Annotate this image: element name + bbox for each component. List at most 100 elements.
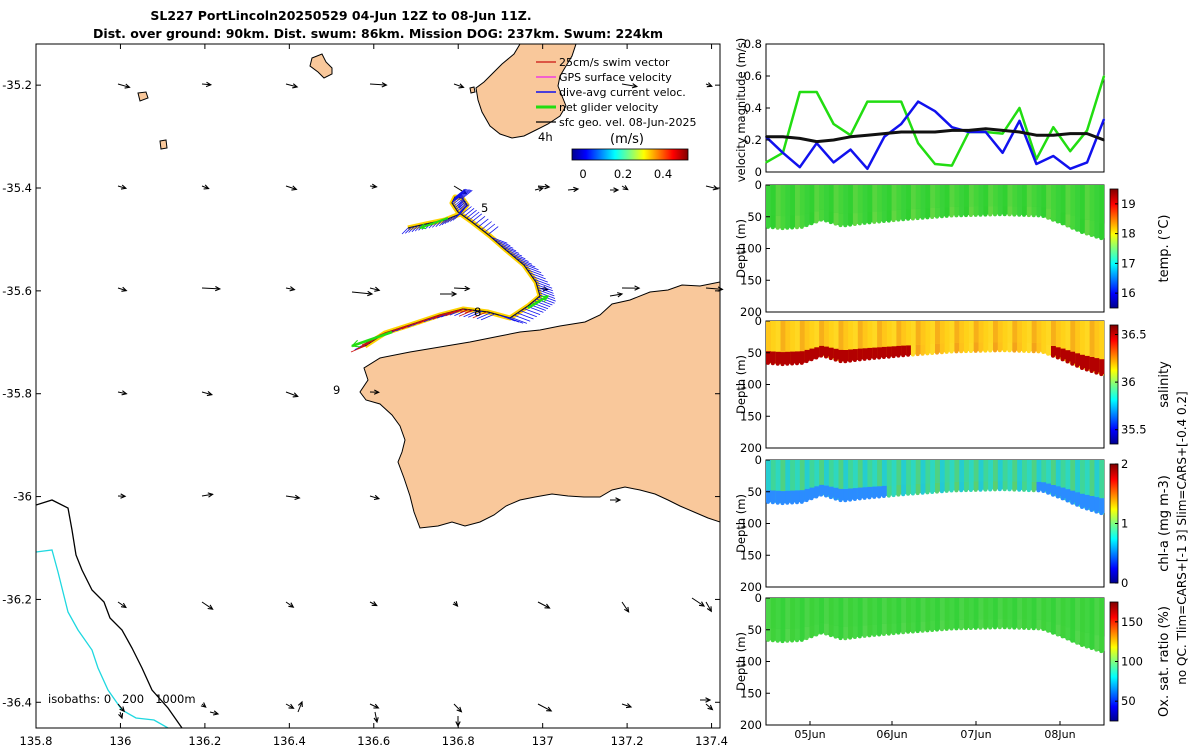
section-cell	[968, 619, 974, 628]
section-cell	[973, 598, 979, 620]
section-cell	[785, 490, 791, 503]
section-dot	[1002, 348, 1007, 353]
section-dot	[949, 488, 954, 493]
section-dot	[939, 214, 944, 219]
isobath-0m	[36, 499, 183, 728]
section-dot	[1094, 509, 1099, 514]
section-cell	[988, 321, 994, 343]
section-dot	[1051, 630, 1055, 635]
section-cell	[901, 484, 907, 495]
section-dot	[1012, 212, 1017, 217]
section-dot	[1026, 213, 1031, 218]
section-cell	[857, 487, 863, 499]
section-cell	[886, 185, 892, 211]
section-cell	[848, 321, 854, 350]
section-cell	[997, 619, 1003, 628]
section-dot	[891, 218, 896, 223]
section-cell	[809, 487, 815, 499]
section-cell	[799, 628, 805, 640]
section-cell	[935, 321, 940, 344]
section-cell	[1065, 350, 1071, 362]
section-cell	[1080, 354, 1085, 368]
section-cell	[959, 460, 965, 482]
geo-velocity-arrow-head	[373, 494, 381, 501]
colorbar-tick-label: 0	[1121, 576, 1128, 590]
dive-avg-vector	[405, 227, 412, 234]
section-cell	[877, 321, 883, 348]
swim-vector	[360, 343, 369, 348]
geo-velocity-arrow	[369, 287, 380, 291]
dive-avg-vector	[481, 221, 492, 230]
geo-velocity-arrow-head	[546, 706, 553, 712]
section-cell	[877, 185, 883, 212]
velocity-point	[1086, 161, 1088, 164]
section-dot	[824, 218, 828, 223]
section-dot	[988, 212, 993, 217]
section-cell	[872, 486, 878, 497]
section-dot	[1022, 625, 1026, 630]
section-dot	[1060, 221, 1065, 226]
dive-avg-vector	[454, 188, 466, 198]
section-cell	[828, 598, 834, 625]
map-colorbar-tick: 0.2	[614, 167, 632, 181]
section-cell	[968, 185, 974, 207]
section-cell	[1070, 351, 1076, 364]
section-cell	[775, 215, 781, 228]
section-dot	[1099, 649, 1104, 654]
section-cell	[988, 460, 994, 482]
section-cell	[978, 321, 984, 343]
section-cell	[828, 321, 834, 348]
section-cell	[1026, 206, 1032, 215]
section-cell	[1002, 342, 1008, 351]
section-cell	[896, 598, 902, 623]
map-axes-box	[35, 43, 721, 729]
velocity-point	[765, 161, 767, 164]
section-dot	[949, 349, 954, 354]
section-cell	[1060, 348, 1066, 360]
section-cell	[1065, 598, 1071, 628]
section-cell	[949, 460, 955, 482]
section-cell	[910, 345, 916, 355]
section-cell	[804, 488, 810, 501]
section-dot	[1070, 225, 1075, 230]
section-cell	[799, 215, 805, 227]
section-cell	[1051, 210, 1056, 220]
legend-extra-label: 4h	[538, 130, 553, 144]
velocity-point	[832, 161, 835, 164]
section-cell	[838, 185, 844, 214]
section-cell	[944, 482, 950, 491]
section-cell	[848, 488, 854, 500]
section-dot	[814, 632, 819, 637]
section-dot	[819, 492, 824, 497]
section-cell	[959, 619, 965, 629]
section-cell	[1094, 598, 1100, 636]
section-cell	[1017, 321, 1023, 343]
section-cell	[939, 207, 945, 217]
section-cell	[1060, 321, 1066, 349]
section-dot	[848, 358, 853, 363]
section-cell	[766, 215, 771, 227]
section-cell	[1012, 206, 1018, 215]
section-cell	[857, 212, 863, 224]
dive-avg-vector	[497, 241, 514, 249]
section-tick-label: 50	[747, 623, 762, 637]
section-cell	[983, 321, 989, 343]
section-dot	[968, 213, 973, 217]
section-cell	[1075, 492, 1081, 505]
section-cell	[920, 598, 926, 622]
section-cell	[838, 598, 844, 627]
section-dot	[983, 625, 988, 630]
section-cell	[930, 621, 936, 630]
geo-velocity-arrow-head	[464, 285, 471, 292]
section-dot	[1007, 487, 1012, 492]
section-cell	[886, 623, 892, 634]
section-cell	[939, 482, 945, 492]
section-cell	[901, 598, 907, 623]
section-cell	[770, 215, 776, 228]
section-cell	[910, 185, 916, 210]
section-cell	[925, 598, 931, 622]
dive-avg-vector	[456, 188, 468, 198]
section-cell	[1031, 342, 1037, 352]
section-cell	[1017, 598, 1023, 620]
section-dot	[930, 351, 935, 355]
